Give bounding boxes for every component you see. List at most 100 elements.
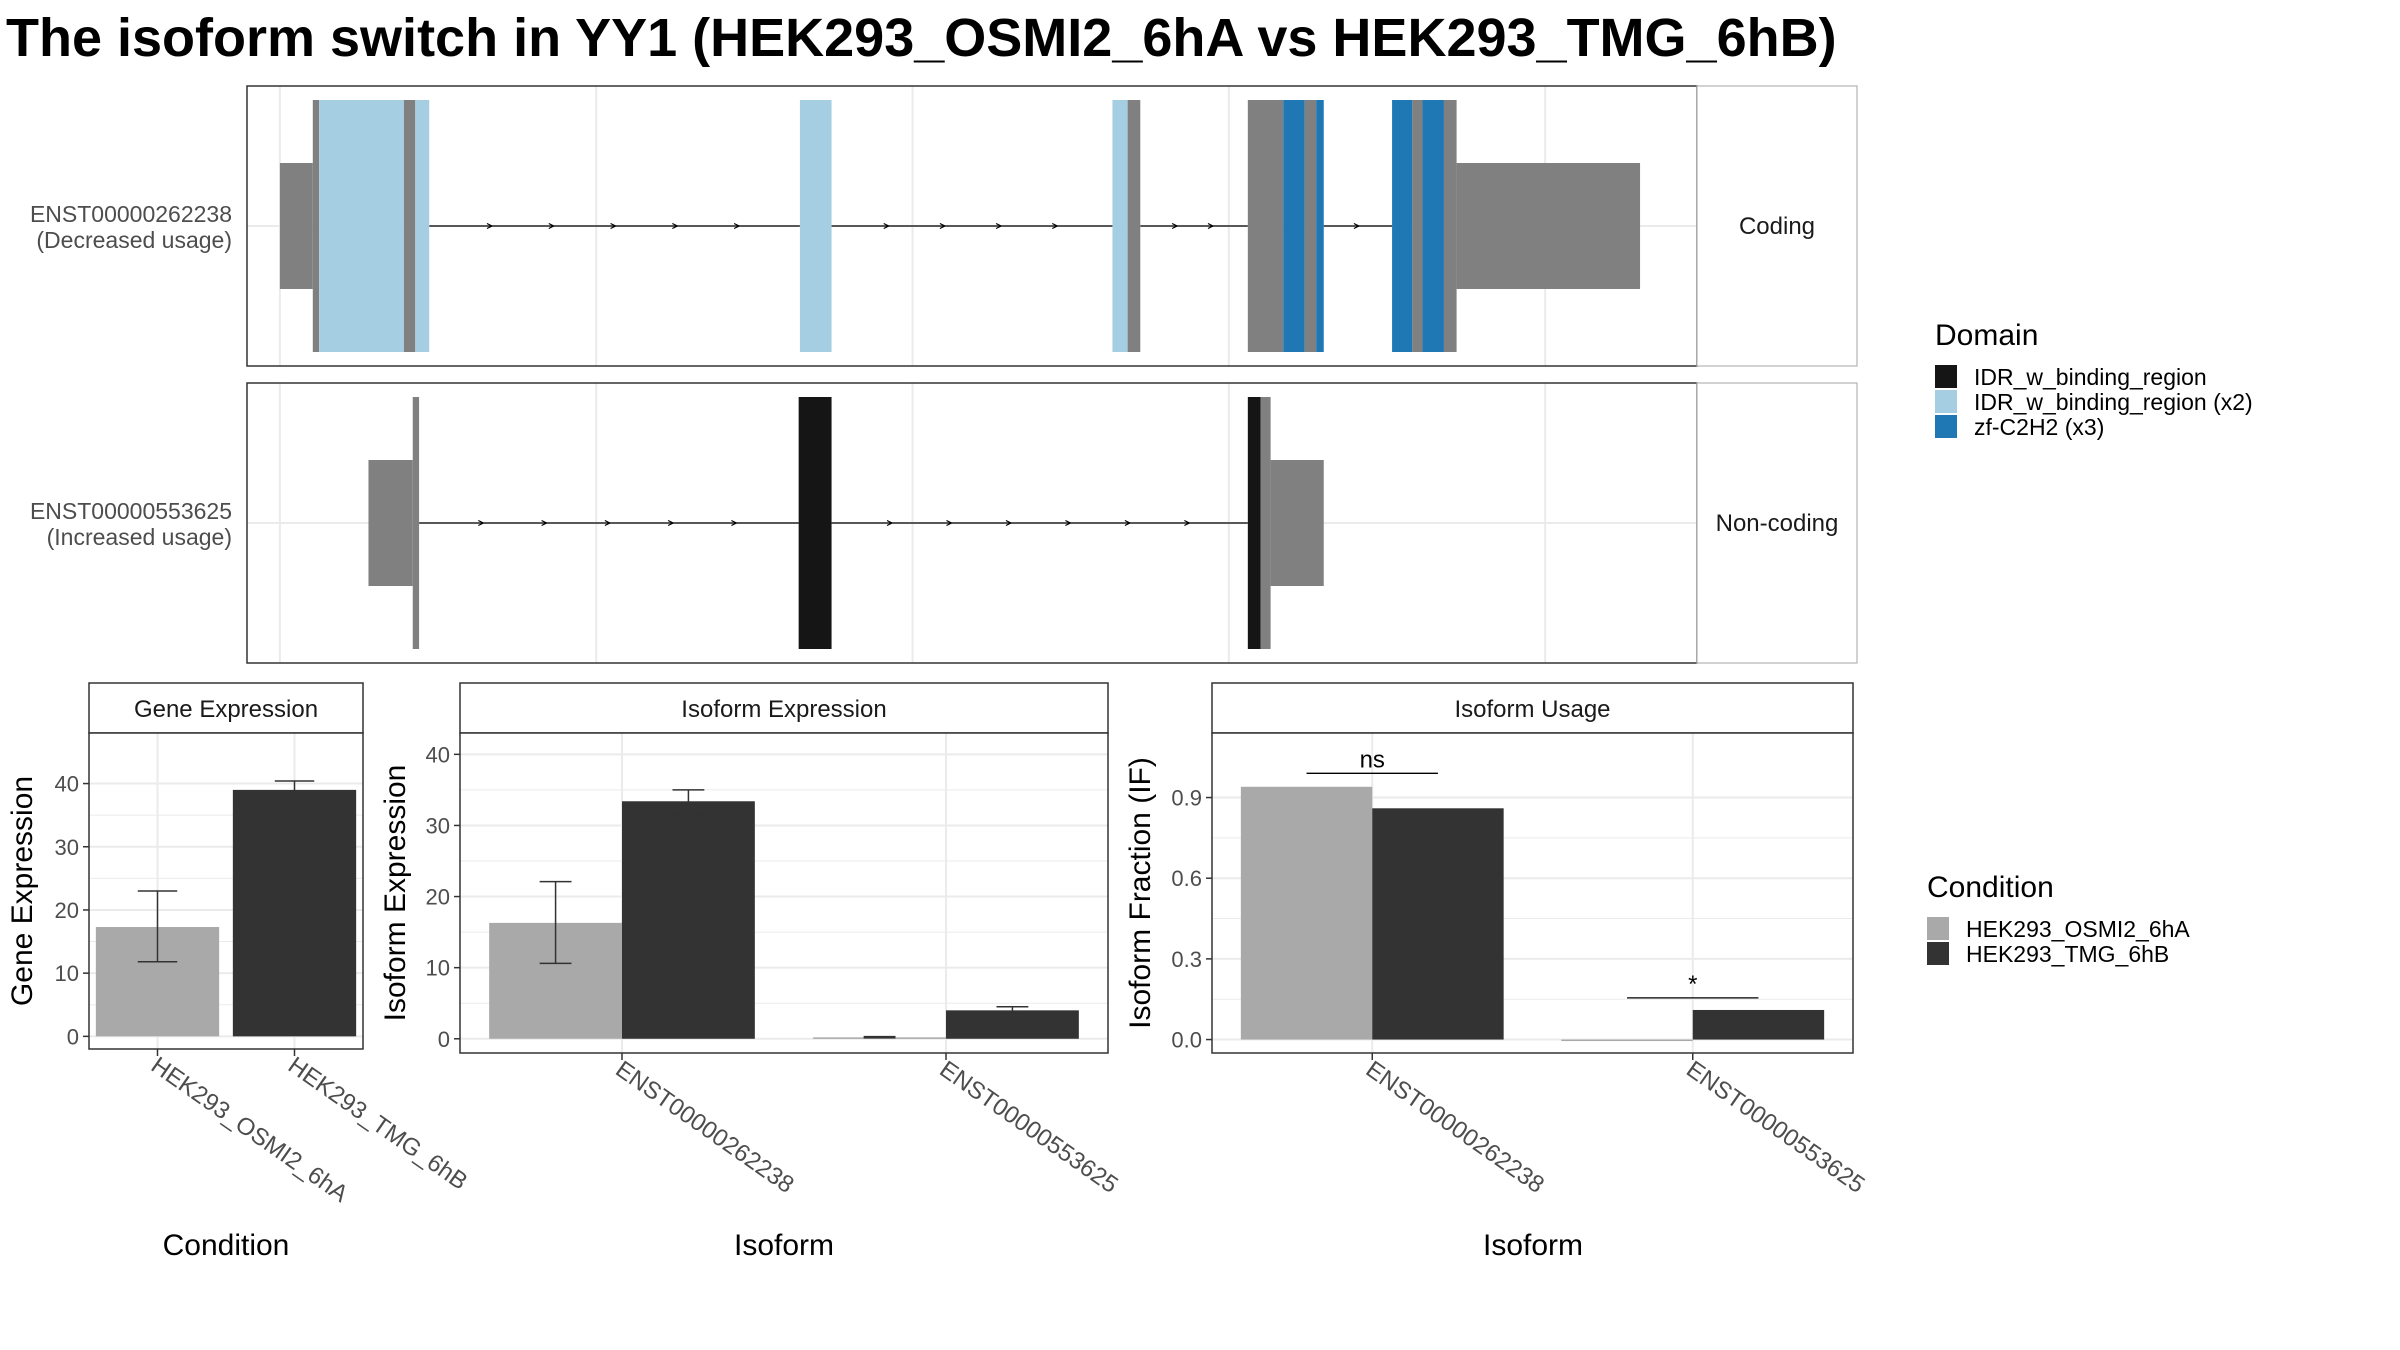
exon-segment (1260, 397, 1271, 649)
domain-segment-IDR_w_binding_region (1247, 397, 1261, 649)
plot-border (88, 732, 364, 1050)
intron-arrow (731, 519, 738, 527)
plot-border (1211, 732, 1854, 1054)
facet-strip (1696, 85, 1858, 367)
legend-key-IDR_w_binding_region_x2 (1935, 390, 1957, 413)
y-axis-title: Isoform Expression (379, 765, 412, 1022)
legend-label: IDR_w_binding_region (x2) (1974, 389, 2253, 415)
domain-segment-zf_C2H2_x3 (1283, 100, 1305, 352)
legend-label: IDR_w_binding_region (1974, 364, 2207, 390)
domain-segment-zf_C2H2_x3 (1422, 100, 1444, 352)
intron-arrow (1184, 519, 1191, 527)
intron-arrow (548, 222, 556, 230)
domain-segment-IDR_w_binding_region_x2 (319, 100, 404, 352)
intron-arrow (486, 222, 494, 230)
intron-arrow (1052, 222, 1059, 230)
x-tick-label: ENST00000553625 (1681, 1056, 1869, 1199)
legend-title: Domain (1935, 319, 2038, 352)
bar (1692, 1009, 1825, 1040)
legend-label: HEK293_TMG_6hB (1966, 941, 2169, 967)
y-tick-label: 0.9 (1171, 786, 1202, 811)
exon-segment (1456, 163, 1641, 289)
intron-arrow (667, 519, 675, 527)
bar-panel-1: Isoform Expression 0 10 20 30 40 ENST000002622… (379, 682, 1123, 1262)
legend_domain: Domain IDR_w_binding_regionIDR_w_binding_… (1935, 319, 2253, 440)
y-tick-label: 30 (55, 835, 79, 860)
significance-label: * (1688, 971, 1697, 998)
transcript-row-ENST00000262238: Coding ENST00000262238(Decreased usage) (30, 85, 1858, 367)
y-tick-label: 20 (426, 885, 450, 910)
bar (1561, 1039, 1693, 1042)
x-axis-title: Isoform (1483, 1229, 1583, 1262)
intron-arrow (946, 519, 953, 527)
legend-key-zf_C2H2_x3 (1935, 415, 1957, 438)
transcript-id-label: ENST00000262238 (30, 201, 232, 227)
panel-strip (459, 682, 1109, 734)
intron-arrow (995, 222, 1003, 230)
exon-segment (403, 100, 416, 352)
x-tick-label: ENST00000262238 (1361, 1056, 1549, 1199)
intron-arrow (1124, 519, 1132, 527)
intron-arrow (610, 222, 617, 230)
transcript-usage-label: (Decreased usage) (36, 227, 232, 253)
panel-strip-label: Isoform Expression (681, 696, 886, 723)
exon-segment (1304, 100, 1317, 352)
facet-strip-label: Non-coding (1716, 510, 1839, 537)
intron-arrow (886, 519, 894, 527)
legend-title: Condition (1927, 871, 2054, 904)
intron-arrow (1005, 519, 1013, 527)
facet-strip-label: Coding (1739, 213, 1815, 240)
facet-strip (1696, 382, 1858, 664)
intron-arrow (883, 222, 891, 230)
y-tick-label: 40 (426, 742, 450, 767)
y-tick-label: 30 (426, 813, 450, 838)
intron-arrow (1353, 222, 1361, 230)
x-tick-label: ENST00000262238 (611, 1056, 799, 1199)
exon-segment (279, 163, 313, 289)
domain-segment-zf_C2H2_x3 (1316, 100, 1324, 352)
legend-label: HEK293_OSMI2_6hA (1966, 916, 2190, 942)
y-tick-label: 10 (426, 956, 450, 981)
intron-arrow (478, 519, 485, 527)
transcript-usage-label: (Increased usage) (47, 524, 232, 550)
y-tick-label: 0 (438, 1027, 450, 1052)
exon-segment (312, 100, 320, 352)
bar (1372, 808, 1504, 1040)
exon-segment (368, 460, 413, 586)
exon-segment (1247, 100, 1284, 352)
x-axis-title: Condition (163, 1229, 290, 1262)
intron-arrow (1207, 222, 1215, 230)
y-tick-label: 0 (67, 1024, 79, 1049)
y-tick-label: 40 (55, 772, 79, 797)
intron-arrow (672, 222, 679, 230)
domain-segment-zf_C2H2_x3 (1392, 100, 1413, 352)
transcript-row-ENST00000553625: Non-coding ENST00000553625(Increased usag… (30, 382, 1858, 664)
transcript-id-label: ENST00000553625 (30, 498, 232, 524)
y-tick-label: 0.0 (1171, 1028, 1202, 1053)
x-axis-title: Isoform (734, 1229, 834, 1262)
bar (1240, 786, 1373, 1040)
domain-segment-IDR_w_binding_region_x2 (799, 100, 832, 352)
panel-strip-label: Gene Expression (134, 696, 318, 723)
y-tick-label: 0.6 (1171, 866, 1202, 891)
x-tick-label: ENST00000553625 (935, 1056, 1123, 1199)
y-axis-title: Isoform Fraction (IF) (1124, 757, 1157, 1029)
bar (946, 1010, 1079, 1039)
domain-segment-IDR_w_binding_region_x2 (415, 100, 430, 352)
domain-segment-IDR_w_binding_region_x2 (1112, 100, 1128, 352)
y-tick-label: 0.3 (1171, 947, 1202, 972)
bar (232, 789, 357, 1037)
intron-arrow (541, 519, 548, 527)
y-axis-title: Gene Expression (6, 776, 39, 1006)
exon-segment (412, 397, 420, 649)
figure-title: The isoform switch in YY1 (HEK293_OSMI2_… (6, 8, 1837, 68)
legend-key-IDR_w_binding_region (1935, 365, 1957, 388)
legend-label: zf-C2H2 (x3) (1974, 414, 2104, 440)
y-tick-label: 10 (55, 961, 79, 986)
intron-arrow (1065, 519, 1072, 527)
y-tick-label: 20 (55, 898, 79, 923)
domain-segment-IDR_w_binding_region (798, 397, 832, 649)
panel-strip (1211, 682, 1854, 734)
